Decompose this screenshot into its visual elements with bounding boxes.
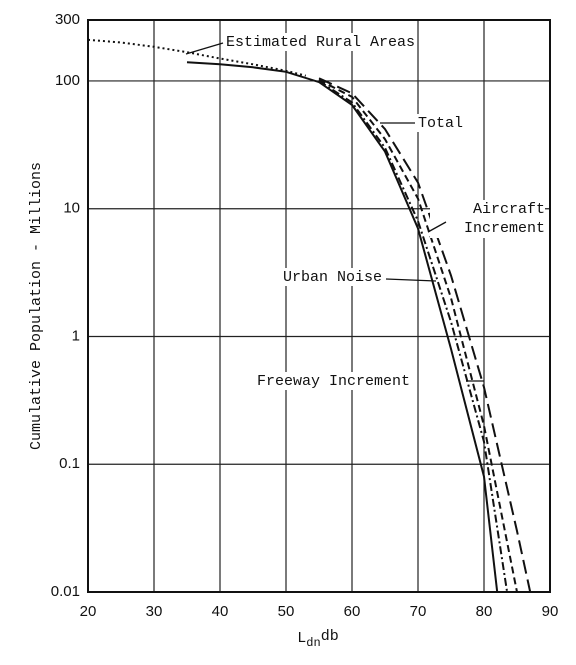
x-tick-label: 80 bbox=[476, 603, 493, 620]
y-tick-label: 0.1 bbox=[59, 455, 80, 472]
annotation-bg bbox=[255, 372, 413, 390]
leader-line bbox=[427, 221, 447, 233]
series-line bbox=[318, 77, 532, 593]
annotation: Estimated Rural Areas bbox=[226, 34, 415, 51]
x-label-unit: db bbox=[321, 628, 339, 645]
series-line bbox=[186, 61, 499, 593]
annotation-bg bbox=[416, 114, 466, 132]
x-axis-label: Ldndb bbox=[297, 628, 338, 650]
x-tick-label: 40 bbox=[212, 603, 229, 620]
x-tick-label: 90 bbox=[542, 603, 559, 620]
x-tick-label: 20 bbox=[80, 603, 97, 620]
annotation-bg bbox=[281, 268, 385, 286]
annotation-bg bbox=[224, 33, 418, 51]
y-tick-label: 0.01 bbox=[51, 583, 80, 600]
x-tick-label: 50 bbox=[278, 603, 295, 620]
y-tick-label: 10 bbox=[63, 200, 80, 217]
x-label-main: L bbox=[297, 630, 306, 647]
x-tick-label: 70 bbox=[410, 603, 427, 620]
y-tick-label: 300 bbox=[55, 11, 80, 28]
plot-frame bbox=[87, 19, 551, 593]
annotation: Aircraft Increment bbox=[430, 200, 545, 238]
y-tick-label: 1 bbox=[72, 327, 80, 344]
x-tick-label: 30 bbox=[146, 603, 163, 620]
annotation: Total bbox=[418, 115, 463, 132]
y-tick-label: 100 bbox=[55, 72, 80, 89]
annotation: Urban Noise bbox=[283, 269, 382, 286]
leader-line bbox=[385, 278, 437, 282]
annotation: Freeway Increment bbox=[257, 373, 410, 390]
x-tick-label: 60 bbox=[344, 603, 361, 620]
series-line bbox=[87, 38, 307, 77]
series-line bbox=[318, 80, 509, 593]
series-line bbox=[318, 79, 518, 593]
annotation-box: Aircraft Increment bbox=[430, 200, 545, 238]
leader-line bbox=[185, 42, 224, 55]
y-axis-label: Cumulative Population - Millions bbox=[28, 162, 45, 450]
x-label-sub: dn bbox=[306, 636, 320, 650]
